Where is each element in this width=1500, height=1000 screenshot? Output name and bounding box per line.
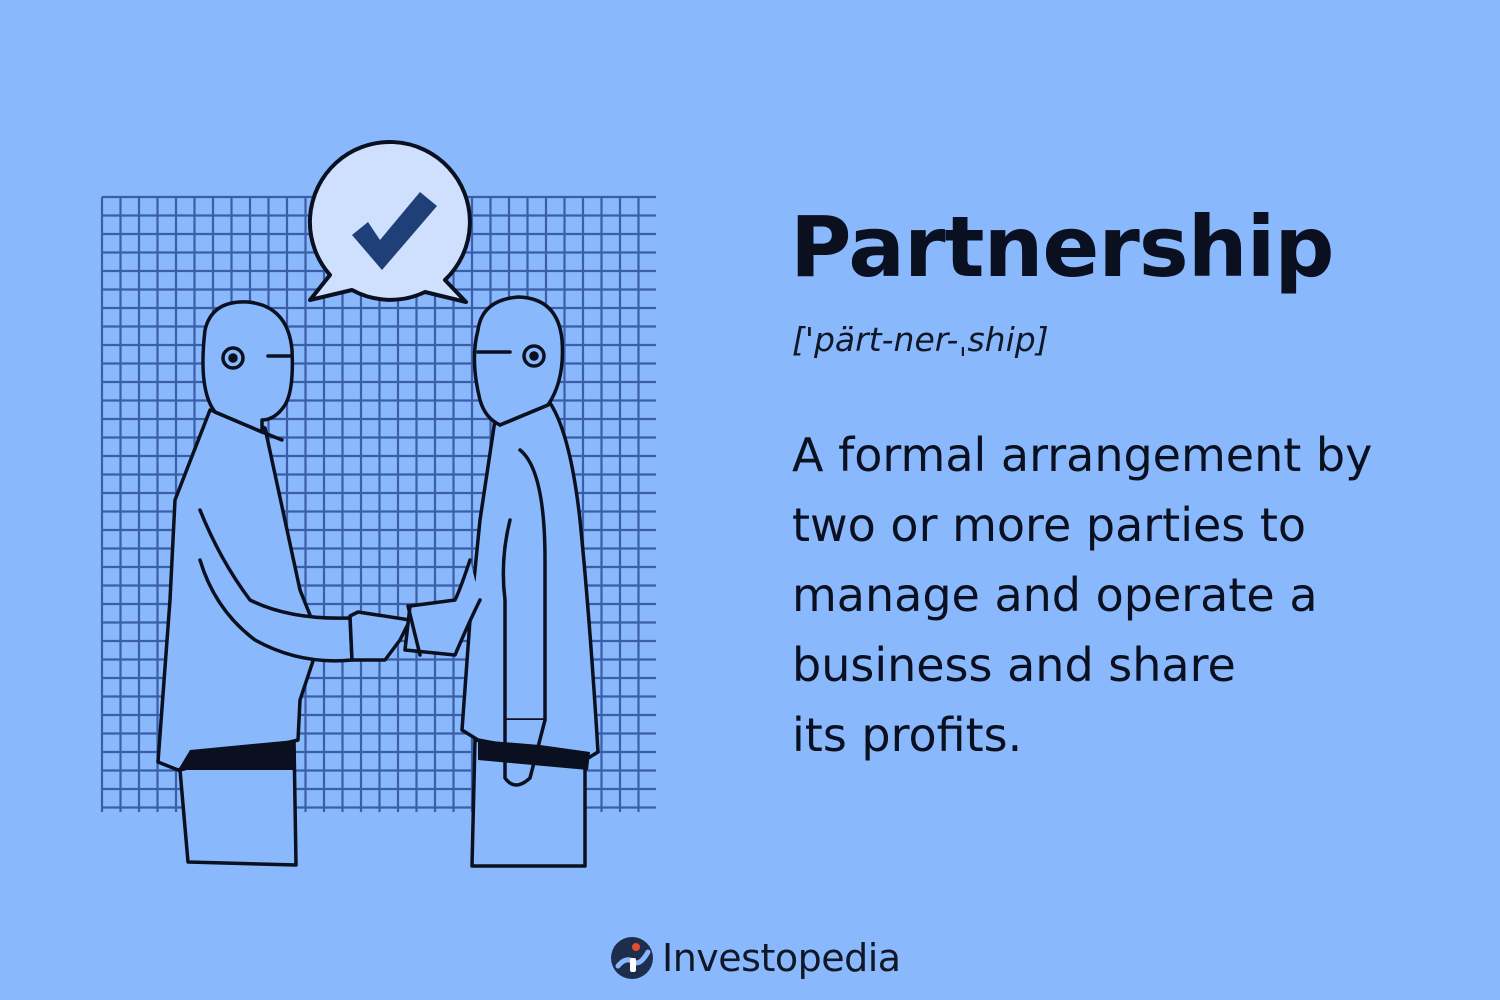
definition-line: business and share bbox=[792, 638, 1236, 692]
definition-line: manage and operate a bbox=[792, 568, 1318, 622]
speech-bubble bbox=[307, 139, 472, 304]
checkmark-icon bbox=[352, 192, 437, 270]
left-person bbox=[156, 300, 412, 867]
pronunciation: ['pärt-ner-ˌship] bbox=[792, 320, 1049, 359]
definition-line: two or more parties to bbox=[792, 498, 1307, 552]
handshake-illustration bbox=[100, 139, 656, 868]
definition-line: A formal arrangement by bbox=[792, 428, 1373, 482]
definition-line: its profits. bbox=[792, 708, 1023, 762]
brand-logo: Investopedia bbox=[610, 932, 901, 984]
term-title: Partnership bbox=[790, 198, 1334, 296]
investopedia-logo-icon bbox=[611, 937, 653, 979]
definition-text: A formal arrangement by two or more part… bbox=[792, 420, 1482, 770]
right-person bbox=[403, 295, 600, 868]
brand-name: Investopedia bbox=[662, 936, 901, 980]
